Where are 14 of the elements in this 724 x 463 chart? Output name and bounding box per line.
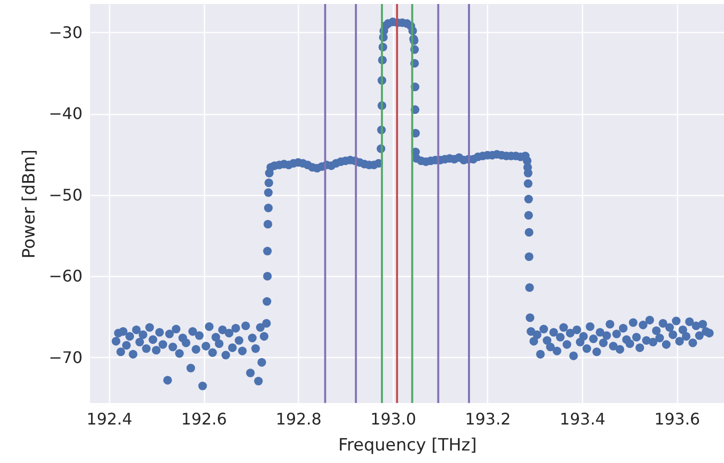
y-tick-label: −60 xyxy=(48,266,82,286)
x-tick-label: 193.2 xyxy=(465,410,511,428)
x-tick-label: 192.4 xyxy=(86,410,132,428)
x-tick-label: 193.0 xyxy=(370,410,416,428)
x-tick-label: 193.4 xyxy=(560,410,606,428)
x-tick-label: 192.8 xyxy=(276,410,322,428)
x-tick-label: 193.6 xyxy=(654,410,700,428)
y-tick-label: −50 xyxy=(48,185,82,204)
y-tick-label: −40 xyxy=(48,104,82,124)
y-tick-label: −30 xyxy=(48,22,82,42)
x-axis-title: Frequency [THz] xyxy=(338,436,477,456)
y-tick-label: −70 xyxy=(48,348,82,367)
y-axis-title: Power [dBm] xyxy=(20,149,40,259)
x-tick-label: 192.6 xyxy=(181,410,227,428)
